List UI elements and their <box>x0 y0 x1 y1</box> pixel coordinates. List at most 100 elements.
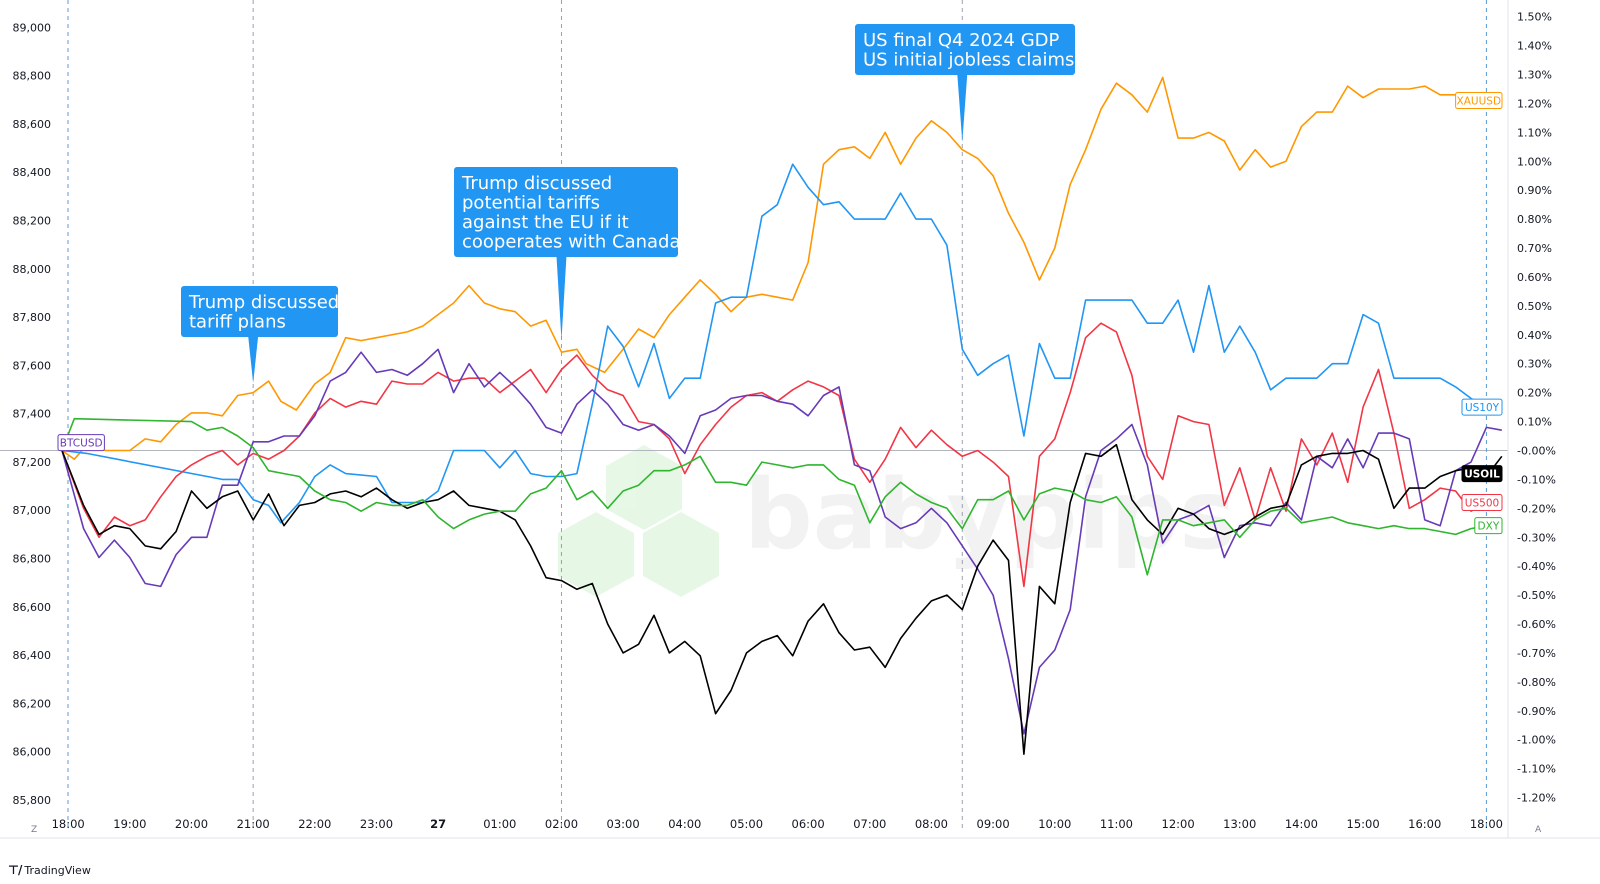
left-axis-tick-label: 87,200 <box>13 456 52 469</box>
callout-text-line: tariff plans <box>189 312 286 333</box>
callout-pointer <box>248 336 259 383</box>
left-axis-tick-label: 87,600 <box>13 359 52 372</box>
series-tag-label: BTCUSD <box>60 438 103 450</box>
right-axis-tick-label: -0.40% <box>1517 560 1556 573</box>
right-axis-tick-label: 0.10% <box>1517 416 1552 429</box>
series-line-usoil[interactable] <box>61 443 1503 755</box>
x-axis-tick-label: 14:00 <box>1285 817 1318 831</box>
x-axis-tick-label: 18:00 <box>1470 817 1503 831</box>
left-axis-tick-label: 85,800 <box>13 794 52 807</box>
x-axis-tick-label: 21:00 <box>237 817 270 831</box>
callout-text-line: Trump discussed <box>461 173 612 194</box>
left-axis-tick-label: 86,200 <box>13 697 52 710</box>
x-axis-tick-label: 20:00 <box>175 817 208 831</box>
callout-text-line: US initial jobless claims <box>863 50 1074 71</box>
series-tag-box <box>57 434 105 452</box>
series-layer <box>61 76 1503 755</box>
right-axis-tick-label: -0.60% <box>1517 618 1556 631</box>
right-axis-tick-label: -0.80% <box>1517 676 1556 689</box>
series-tag-box <box>1455 92 1503 110</box>
series-tag-label: DXY <box>1478 521 1500 533</box>
left-axis-tick-label: 88,400 <box>13 166 52 179</box>
callout-box <box>454 167 678 257</box>
series-tag-label: US10Y <box>1465 402 1500 414</box>
x-axis-tick-label: 05:00 <box>730 817 763 831</box>
x-axis-tick-label: 08:00 <box>915 817 948 831</box>
left-axis-tick-label: 88,800 <box>13 70 52 83</box>
series-tag-us10y: US10Y <box>1461 398 1503 416</box>
watermark-hexagons-icon <box>558 445 719 597</box>
callout-text-line: potential tariffs <box>462 193 600 214</box>
right-axis-tick-label: 0.90% <box>1517 184 1552 197</box>
right-axis-tick-label: 1.10% <box>1517 126 1552 139</box>
auto-scale-left-label: Z <box>31 825 37 835</box>
x-axis-tick-label: 01:00 <box>483 817 516 831</box>
x-axis-tick-label: 18:00 <box>52 817 85 831</box>
left-axis-tick-label: 86,800 <box>13 552 52 565</box>
auto-scale-right-label: A <box>1535 825 1542 835</box>
tradingview-logo[interactable]: ⊤/ TradingView <box>8 863 91 877</box>
right-axis-tick-label: 0.50% <box>1517 300 1552 313</box>
right-axis-tick-label: 0.30% <box>1517 358 1552 371</box>
series-line-btcusd[interactable] <box>61 348 1502 735</box>
series-tag-label: XAUUSD <box>1457 96 1502 108</box>
left-axis-tick-label: 86,600 <box>13 601 52 614</box>
series-tag-btcusd: BTCUSD <box>57 434 105 452</box>
left-axis-tick-label: 88,600 <box>13 118 52 131</box>
series-line-dxy[interactable] <box>61 417 1487 576</box>
x-axis-tick-label: 22:00 <box>298 817 331 831</box>
left-axis-tick-label: 86,000 <box>13 746 52 759</box>
right-axis-tick-label: -0.10% <box>1517 473 1556 486</box>
left-axis-tick-label: 87,400 <box>13 408 52 421</box>
tag-layer: XAUUSD US10Y US500 BTCUSD USOIL DXY <box>57 92 1503 535</box>
series-tag-box <box>1461 465 1503 483</box>
x-axis-tick-label: 10:00 <box>1038 817 1071 831</box>
x-axis-tick-label: 09:00 <box>977 817 1010 831</box>
series-tag-box <box>1474 517 1503 535</box>
right-axis-tick-label: 0.80% <box>1517 213 1552 226</box>
right-axis-tick-label: -0.90% <box>1517 705 1556 718</box>
left-axis-tick-label: 87,000 <box>13 504 52 517</box>
auto-scale-right-button[interactable]: A <box>1535 825 1542 835</box>
right-axis-tick-label: 1.30% <box>1517 69 1552 82</box>
right-axis-tick-label: -0.00% <box>1517 444 1556 457</box>
left-axis-tick-label: 88,000 <box>13 263 52 276</box>
x-axis-tick-label: 02:00 <box>545 817 578 831</box>
series-line-xauusd[interactable] <box>61 76 1487 460</box>
axis-layer: 89,000 88,800 88,600 88,400 88,200 88,000 87,8… <box>0 0 1600 839</box>
series-line-us10y[interactable] <box>61 163 1487 524</box>
left-axis-tick-label: 86,400 <box>13 649 52 662</box>
watermark-text: babypips <box>744 459 1236 571</box>
right-axis-tick-label: -1.20% <box>1517 792 1556 805</box>
right-axis-tick-label: 1.50% <box>1517 11 1552 24</box>
right-axis-tick-label: 0.40% <box>1517 329 1552 342</box>
right-axis-tick-label: 0.70% <box>1517 242 1552 255</box>
right-axis-tick-label: -1.00% <box>1517 734 1556 747</box>
x-axis-tick-label: 15:00 <box>1347 817 1380 831</box>
series-tag-label: USOIL <box>1464 469 1500 481</box>
right-axis-tick-label: 1.00% <box>1517 155 1552 168</box>
auto-scale-left-button[interactable]: Z <box>31 825 37 835</box>
tradingview-label: TradingView <box>24 863 91 877</box>
tradingview-mark-icon: ⊤/ <box>8 863 22 877</box>
x-axis-tick-label: 06:00 <box>792 817 825 831</box>
series-tag-xauusd: XAUUSD <box>1455 92 1503 110</box>
callout-box <box>855 24 1075 75</box>
x-axis-tick-label: 19:00 <box>113 817 146 831</box>
right-axis-tick-label: -0.50% <box>1517 589 1556 602</box>
series-tag-box <box>1461 494 1503 512</box>
series-tag-usoil: USOIL <box>1461 465 1503 483</box>
callout-box <box>181 286 338 337</box>
callout-text-line: cooperates with Canada <box>462 232 681 253</box>
series-tag-dxy: DXY <box>1474 517 1503 535</box>
right-axis-tick-label: -0.70% <box>1517 647 1556 660</box>
x-axis-tick-label: 04:00 <box>668 817 701 831</box>
callout-pointer <box>556 256 567 340</box>
x-axis-tick-label: 16:00 <box>1408 817 1441 831</box>
